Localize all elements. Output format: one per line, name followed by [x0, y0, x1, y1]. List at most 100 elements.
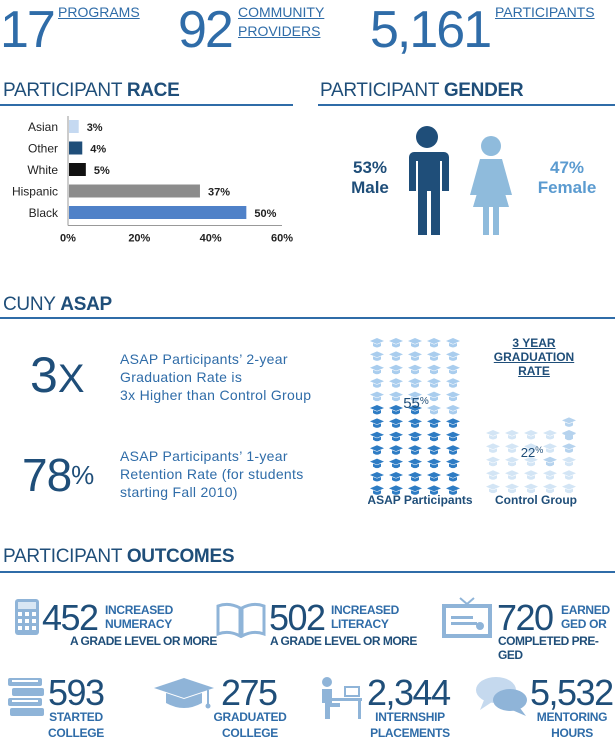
- graduation-cap-mark: [524, 430, 538, 440]
- graduation-cap-mark: [370, 338, 384, 348]
- graduation-cap-mark: [370, 472, 384, 482]
- graduation-cap-mark: [389, 391, 403, 402]
- graduation-cap-mark: [370, 485, 384, 495]
- race-data-label: 37%: [208, 187, 230, 199]
- graduation-cap-mark: [486, 456, 500, 467]
- graduation-cap-mark: [389, 338, 403, 348]
- certificate-icon: [442, 597, 492, 638]
- participants-label: PARTICIPANTS: [495, 4, 595, 20]
- outcome-internship-number: 2,344: [367, 672, 451, 713]
- graduation-cap-mark: [446, 431, 460, 442]
- graduation-cap-mark: [427, 445, 441, 455]
- outcome-numeracy-label-line2: NUMERACY: [105, 617, 172, 631]
- graduation-cap-mark: [408, 472, 422, 482]
- open-book-icon: [216, 602, 266, 638]
- outcome-started-college-label-line2: COLLEGE: [48, 726, 104, 740]
- control-percent-label: 22%: [521, 445, 543, 460]
- graduation-cap-mark: [446, 458, 460, 469]
- race-category-label: Hispanic: [12, 185, 58, 199]
- graduation-cap-mark: [370, 364, 384, 375]
- graduation-cap-mark: [427, 458, 441, 469]
- asap-stat1-text: ASAP Participants’ 2-year Graduation Rat…: [120, 351, 312, 403]
- community-providers-count: 92: [178, 1, 234, 59]
- graduation-cap-mark: [389, 431, 403, 442]
- graduation-cap-mark: [370, 458, 384, 469]
- graduation-cap-mark: [446, 338, 460, 348]
- race-section-title: PARTICIPANT RACE: [3, 80, 180, 101]
- gender-section-title: PARTICIPANT GENDER: [320, 80, 524, 101]
- graduation-cap-mark: [408, 378, 422, 388]
- outcome-mentoring-number: 5,532: [530, 672, 614, 713]
- graduation-cap-mark: [370, 405, 384, 415]
- graduation-cap-mark: [408, 391, 422, 402]
- asap-percent-label: 55%: [403, 395, 429, 412]
- graduation-cap-mark: [543, 456, 557, 467]
- race-section-rule: [0, 104, 293, 106]
- female-stat: 47% Female: [532, 158, 602, 198]
- graduation-cap-mark: [562, 456, 576, 467]
- outcome-started-college-number: 593: [48, 672, 105, 713]
- race-bar: [69, 163, 86, 176]
- male-stat: 53% Male: [340, 158, 400, 198]
- graduation-cap-mark: [524, 443, 538, 453]
- outcome-ged-label-line2: GED OR: [561, 617, 607, 631]
- graduation-cap-mark: [389, 405, 403, 415]
- race-tick-label: 60%: [271, 233, 293, 245]
- asap-stat1-number: 3X: [30, 347, 85, 403]
- race-bar: [69, 184, 200, 198]
- graduation-cap-mark: [486, 430, 500, 440]
- graduation-cap-mark: [408, 485, 422, 495]
- female-label: Female: [537, 178, 597, 197]
- graduation-cap-mark: [562, 430, 576, 441]
- outcome-internship-label-line1: INTERNSHIP: [375, 710, 445, 724]
- calculator-icon: [15, 599, 39, 635]
- graduation-cap-mark: [370, 378, 384, 388]
- gender-section-rule: [318, 104, 615, 106]
- graduation-cap-mark: [486, 470, 500, 480]
- graduation-cap-mark: [389, 485, 403, 495]
- male-figure-icon: [409, 126, 449, 235]
- race-bar: [69, 206, 247, 219]
- asap-stat2-number: 78%: [22, 449, 94, 501]
- male-percent: 53%: [352, 158, 388, 177]
- graduation-cap-mark: [543, 483, 557, 494]
- programs-label: PROGRAMS: [58, 4, 140, 20]
- graduation-cap-icon: [154, 678, 214, 709]
- outcome-numeracy-label-line3: A GRADE LEVEL OR MORE: [70, 634, 217, 648]
- race-bar-chart: Asian 3% Other 4% White 5% Hispanic 37% Black 50%…: [12, 116, 293, 245]
- graduation-cap-mark: [427, 472, 441, 482]
- male-label: Male: [351, 178, 389, 197]
- graduation-cap-mark: [524, 483, 538, 494]
- graduation-cap-mark: [389, 364, 403, 375]
- graduation-cap-mark: [408, 418, 422, 428]
- graduation-cap-mark: [446, 485, 460, 495]
- race-data-label: 5%: [94, 165, 110, 177]
- outcome-literacy-label-line1: INCREASED: [331, 603, 399, 617]
- graduation-cap-mark: [446, 472, 460, 482]
- control-bar-label: Control Group: [495, 493, 577, 507]
- graduation-cap-mark: [389, 472, 403, 482]
- outcome-graduated-college-number: 275: [221, 672, 278, 713]
- female-figure-icon: [470, 136, 512, 235]
- graduation-cap-mark: [427, 351, 441, 361]
- graduation-cap-mark: [370, 391, 384, 402]
- graduation-cap-mark: [389, 418, 403, 428]
- graduation-cap-mark: [543, 470, 557, 480]
- outcome-numeracy-number: 452: [42, 597, 99, 638]
- graduation-cap-mark: [389, 458, 403, 469]
- race-bar: [69, 141, 83, 155]
- speech-bubbles-icon: [476, 677, 527, 716]
- race-data-label: 4%: [90, 144, 106, 156]
- graduation-cap-mark: [370, 418, 384, 428]
- graduation-cap-mark: [524, 470, 538, 480]
- asap-section-rule: [0, 317, 615, 319]
- graduation-cap-mark: [446, 364, 460, 375]
- book-stack-icon: [8, 678, 44, 716]
- race-category-label: Other: [28, 142, 58, 156]
- graduation-cap-mark: [408, 338, 422, 348]
- graduation-cap-mark: [427, 485, 441, 495]
- asap-stat2-text: ASAP Participants’ 1-year Retention Rate…: [120, 448, 304, 500]
- desk-worker-icon: [322, 677, 362, 719]
- graduation-cap-mark: [505, 483, 519, 494]
- asap-cap-chart: 55% 22% ASAP Participants Control Group: [368, 338, 577, 507]
